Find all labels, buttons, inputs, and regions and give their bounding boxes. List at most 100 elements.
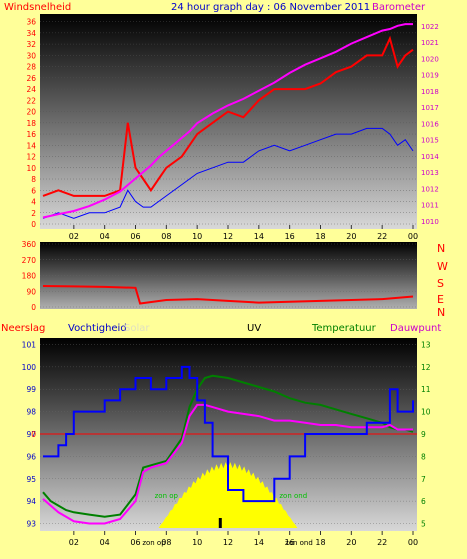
wind-y-label: 14	[26, 141, 36, 150]
humidity-x-label-18: 18	[315, 538, 325, 547]
barometer-label: Barometer	[372, 2, 426, 13]
wind-y-label: 6	[31, 186, 36, 195]
wind-y-label: 10	[26, 164, 36, 173]
humidity-x-label-22: 22	[377, 538, 387, 547]
solar-area	[158, 462, 298, 528]
legend-rain: Neerslag	[1, 323, 45, 334]
temperature-y-label: 6	[421, 497, 426, 506]
sunset-axis-label: zon ond	[285, 539, 313, 547]
humidity-y-label: 101	[22, 340, 37, 349]
legend-uv: UV	[247, 323, 261, 334]
sunrise-axis-label: zon op	[142, 539, 166, 547]
compass-w: W	[437, 260, 448, 273]
temperature-y-label: 13	[421, 340, 431, 349]
humidity-y-label: 95	[26, 475, 36, 484]
temperature-y-label: 10	[421, 408, 431, 417]
wind-x-label-04: 04	[100, 232, 110, 241]
humidity-y-label: 98	[26, 408, 36, 417]
temperature-y-label: 9	[421, 430, 426, 439]
legend-dewpoint: Dauwpunt	[390, 323, 441, 334]
wind-direction-layer: 0 90 180 270 360	[22, 240, 417, 312]
uv-bar	[218, 518, 222, 528]
humidity-x-label-06: 06	[130, 538, 140, 547]
wind-y-label: 8	[31, 175, 36, 184]
wind-x-label-18: 18	[315, 232, 325, 241]
wind-y-label: 26	[26, 74, 36, 83]
wind-x-label-00: 00	[408, 232, 418, 241]
compass-s: S	[437, 277, 444, 290]
temperature-y-label: 11	[421, 385, 431, 394]
temperature-y-label: 5	[421, 520, 426, 529]
wind-x-label-14: 14	[254, 232, 264, 241]
panel-wind-barometer	[40, 14, 417, 229]
baro-y-label: 1010	[421, 218, 439, 226]
humidity-y-label: 99	[26, 385, 36, 394]
baro-y-label: 1021	[421, 39, 439, 47]
direction-y-label: 90	[26, 287, 36, 296]
baro-y-label: 1011	[421, 202, 439, 210]
compass-labels: N W S E N	[437, 242, 448, 319]
direction-y-label: 180	[22, 272, 37, 281]
wind-x-label-06: 06	[130, 232, 140, 241]
baro-y-label: 1016	[421, 120, 439, 128]
temperature-y-label: 8	[421, 452, 426, 461]
humidity-y-label: 96	[26, 452, 36, 461]
direction-y-label: 360	[22, 240, 37, 249]
wind-x-label-16: 16	[285, 232, 295, 241]
panel-wind-direction	[40, 242, 417, 309]
direction-y-label: 270	[22, 256, 37, 265]
humidity-x-label-20: 20	[346, 538, 356, 547]
wind-y-label: 36	[26, 18, 36, 27]
wind-x-label-02: 02	[69, 232, 79, 241]
humidity-x-label-16: 16	[285, 538, 295, 547]
wind-y-label: 18	[26, 119, 36, 128]
compass-n-bottom: N	[437, 306, 445, 319]
barometer-line	[42, 23, 413, 219]
humidity-y-label: 94	[26, 497, 36, 506]
wind-y-label: 16	[26, 130, 36, 139]
humidity-y-label: 100	[22, 363, 37, 372]
wind-y-label: 4	[31, 198, 36, 207]
baro-y-label: 1012	[421, 185, 439, 193]
humidity-x-label-14: 14	[254, 538, 264, 547]
humidity-line	[43, 365, 414, 503]
humidity-x-label-10: 10	[192, 538, 202, 547]
baro-y-label: 1013	[421, 169, 439, 177]
wind-y-label: 24	[26, 85, 36, 94]
wind-y-label: 20	[26, 108, 36, 117]
compass-e: E	[437, 293, 444, 306]
humidity-y-label: 93	[26, 520, 36, 529]
wind-average-line	[42, 127, 414, 219]
humidity-temperature-layer: 93 94 95 96 97 98 99 100 101 5 6 7 8 9 10 11 12 13 0 zon op…	[22, 340, 431, 547]
legend-temperature: Temperatuur	[311, 323, 377, 334]
wind-y-label: 28	[26, 63, 36, 72]
sunset-marker: zon ond	[279, 492, 307, 500]
wind-y-label: 22	[26, 96, 36, 105]
temperature-y-label: 7	[421, 475, 426, 484]
wind-x-label-20: 20	[346, 232, 356, 241]
wind-x-label-10: 10	[192, 232, 202, 241]
baro-y-label: 1015	[421, 137, 439, 145]
humidity-x-label-08: 08	[161, 538, 171, 547]
wind-y-label: 2	[31, 209, 36, 218]
direction-y-label: 0	[31, 303, 36, 312]
rain-y-label: 0	[31, 430, 36, 439]
legend-humidity: Vochtigheid	[68, 323, 127, 334]
humidity-x-label-12: 12	[223, 538, 233, 547]
wind-y-label: 0	[31, 220, 36, 229]
baro-y-label: 1018	[421, 88, 439, 96]
wind-direction-line	[42, 285, 414, 305]
humidity-x-label-02: 02	[69, 538, 79, 547]
wind-y-label: 34	[26, 29, 36, 38]
humidity-x-label-00: 00	[408, 538, 418, 547]
legend-solar: Solar	[124, 323, 150, 334]
wind-y-label: 32	[26, 40, 36, 49]
wind-x-label-22: 22	[377, 232, 387, 241]
compass-n-top: N	[437, 242, 445, 255]
baro-y-label: 1019	[421, 72, 439, 80]
humidity-y-label: 97	[26, 430, 36, 439]
humidity-x-label-04: 04	[100, 538, 110, 547]
wind-y-label: 30	[26, 51, 36, 60]
